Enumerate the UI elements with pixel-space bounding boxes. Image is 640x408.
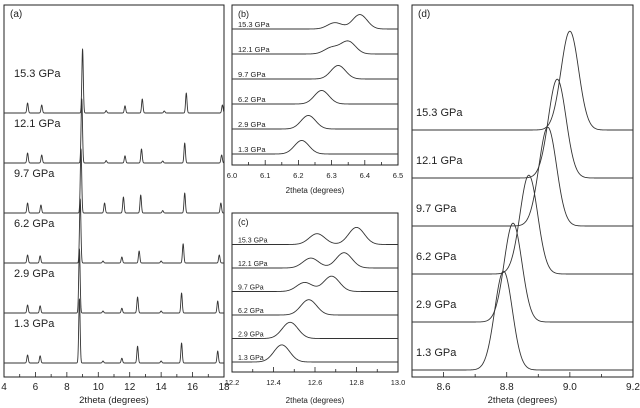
- x-tick-label: 12: [124, 382, 136, 393]
- panel-0: (a) 4 6 8 10 12 14 16 18 2theta (degrees) 15.3 GPa…: [1, 4, 230, 406]
- x-tick-label: 16: [187, 382, 199, 393]
- x-tick-label: 10: [93, 382, 105, 393]
- series-label: 12.1 GPa: [416, 155, 463, 167]
- x-axis-label: 2theta (degrees): [79, 395, 149, 406]
- x-tick-label: 12.8: [349, 378, 364, 387]
- series-line: [231, 299, 399, 316]
- series-line: [412, 270, 633, 371]
- series-label: 9.7 GPa: [14, 168, 55, 180]
- series-line: [231, 275, 399, 292]
- series-line: [231, 140, 399, 155]
- series-label: 1.3 GPa: [416, 347, 457, 359]
- panel-1: (b) 6.0 6.1 6.2 6.3 6.4 6.5 2theta (degrees) 15.…: [227, 4, 403, 195]
- x-tick-label: 6.0: [227, 171, 237, 180]
- series-label: 15.3 GPa: [238, 20, 271, 29]
- series-line: [231, 321, 399, 339]
- x-tick-label: 6.3: [326, 171, 336, 180]
- panel-title: (d): [418, 9, 430, 20]
- series-label: 9.7 GPa: [416, 203, 457, 215]
- x-tick-label: 9.0: [563, 382, 577, 393]
- series-line: [412, 126, 633, 227]
- series-line: [231, 40, 399, 55]
- series-label: 2.9 GPa: [416, 299, 457, 311]
- series-label: 2.9 GPa: [238, 120, 266, 129]
- x-tick-label: 13.0: [391, 378, 406, 387]
- series-line: [412, 78, 633, 179]
- x-tick-label: 9.2: [626, 382, 640, 393]
- series-label: 12.1 GPa: [238, 261, 268, 268]
- series-line: [231, 90, 399, 105]
- x-tick-label: 6.2: [293, 171, 303, 180]
- series-line: [3, 48, 225, 114]
- x-tick-label: 6.1: [260, 171, 270, 180]
- x-axis-label: 2theta (degrees): [286, 186, 345, 195]
- series-line: [231, 226, 399, 245]
- series-label: 6.2 GPa: [416, 251, 457, 263]
- series-label: 2.9 GPa: [14, 268, 55, 280]
- series-line: [231, 115, 399, 130]
- panel-title: (c): [238, 217, 249, 227]
- panel-2: (c) 12.2 12.4 12.6 12.8 13.0 2theta (degrees) 1…: [225, 212, 406, 405]
- x-tick-label: 6.4: [360, 171, 370, 180]
- series-label: 12.1 GPa: [14, 118, 61, 130]
- panel-frame: [411, 4, 634, 378]
- series-line: [3, 198, 225, 264]
- x-tick-label: 12.2: [225, 378, 240, 387]
- x-axis-label: 2theta (degrees): [488, 395, 558, 406]
- panel-3: (d) 8.6 8.8 9.0 9.2 2theta (degrees) 15.3 GPa 1…: [411, 4, 640, 406]
- series-label: 15.3 GPa: [416, 107, 463, 119]
- series-label: 6.2 GPa: [14, 218, 55, 230]
- series-line: [3, 98, 225, 164]
- series-label: 15.3 GPa: [238, 238, 268, 245]
- series-label: 9.7 GPa: [238, 285, 264, 292]
- series-line: [3, 298, 225, 364]
- series-line: [412, 174, 633, 275]
- panel-title: (b): [238, 9, 249, 19]
- x-tick-label: 12.4: [266, 378, 281, 387]
- series-label: 2.9 GPa: [238, 332, 264, 339]
- series-label: 1.3 GPa: [238, 145, 266, 154]
- series-line: [3, 148, 225, 214]
- series-label: 1.3 GPa: [14, 318, 55, 330]
- series-label: 6.2 GPa: [238, 95, 266, 104]
- series-line: [231, 65, 399, 80]
- series-line: [412, 222, 633, 323]
- series-line: [412, 30, 633, 131]
- series-line: [231, 14, 399, 30]
- x-tick-label: 8: [64, 382, 70, 393]
- x-tick-label: 14: [156, 382, 168, 393]
- series-label: 1.3 GPa: [238, 355, 264, 362]
- x-tick-label: 6.5: [393, 171, 403, 180]
- panel-title: (a): [10, 9, 22, 20]
- series-label: 9.7 GPa: [238, 70, 266, 79]
- series-line: [231, 252, 399, 269]
- series-line: [231, 344, 399, 363]
- series-label: 12.1 GPa: [238, 45, 271, 54]
- x-tick-label: 18: [218, 382, 230, 393]
- x-axis-label: 2theta (degrees): [286, 396, 345, 405]
- x-tick-label: 8.8: [500, 382, 514, 393]
- x-tick-label: 8.6: [437, 382, 451, 393]
- x-tick-label: 12.6: [308, 378, 323, 387]
- series-label: 6.2 GPa: [238, 308, 264, 315]
- series-label: 15.3 GPa: [14, 68, 61, 80]
- x-tick-label: 6: [33, 382, 39, 393]
- series-line: [3, 248, 225, 314]
- x-tick-label: 4: [1, 382, 7, 393]
